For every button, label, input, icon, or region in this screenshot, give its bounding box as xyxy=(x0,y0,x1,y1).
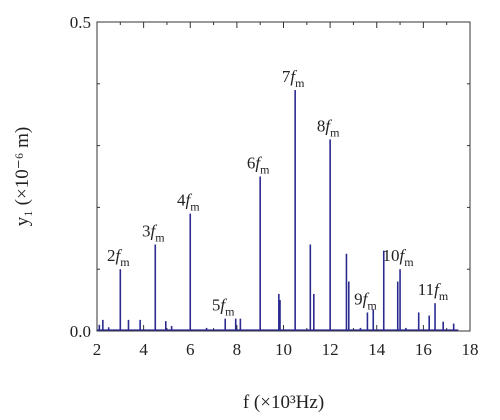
peak-label: 6fm xyxy=(247,154,270,177)
axis-labels: f (×10³Hz) y₁ (×10⁻⁶ m) xyxy=(12,127,324,413)
x-tick-label: 10 xyxy=(275,340,292,359)
peak-label: 3fm xyxy=(142,221,165,244)
peak-label: 8fm xyxy=(317,116,340,139)
x-tick-label: 16 xyxy=(415,340,432,359)
peak-label: 2fm xyxy=(107,246,130,269)
peak-label: 10fm xyxy=(383,246,415,269)
peak-label: 9fm xyxy=(354,289,377,312)
y-axis-label: y₁ (×10⁻⁶ m) xyxy=(12,127,33,226)
x-axis-label: f (×10³Hz) xyxy=(243,392,324,413)
x-tick-label: 2 xyxy=(93,340,102,359)
y-tick-label: 0.5 xyxy=(70,13,91,32)
x-tick-label: 12 xyxy=(322,340,339,359)
y-axis-ticks: 0.0 0.5 xyxy=(70,13,470,341)
y-tick-label: 0.0 xyxy=(70,322,91,341)
x-tick-label: 6 xyxy=(186,340,195,359)
x-tick-label: 4 xyxy=(139,340,148,359)
peak-label: 7fm xyxy=(282,67,305,90)
peak-label: 11fm xyxy=(418,280,449,303)
series-spikes xyxy=(97,89,459,331)
x-tick-label: 8 xyxy=(233,340,242,359)
peak-label: 4fm xyxy=(177,191,200,214)
x-tick-label: 18 xyxy=(462,340,479,359)
x-tick-label: 14 xyxy=(368,340,386,359)
peak-label: 5fm xyxy=(212,296,235,319)
